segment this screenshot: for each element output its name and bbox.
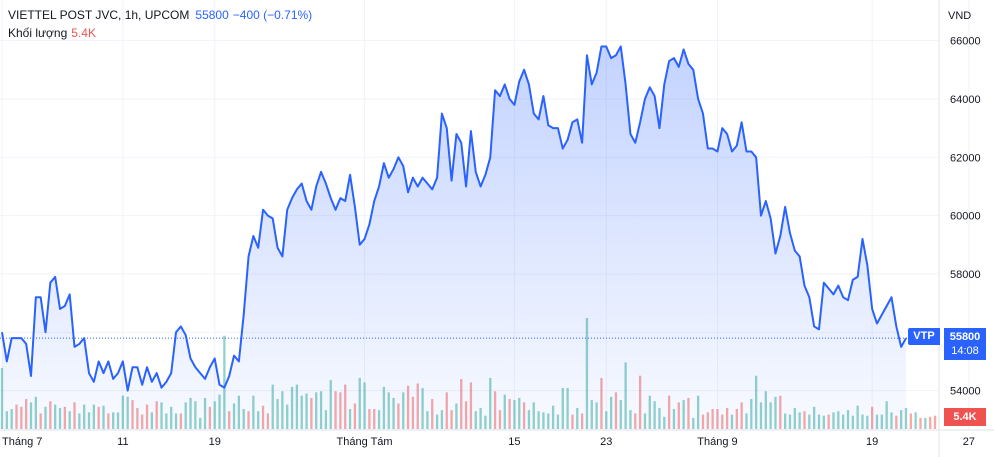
- symbol-title: VIETTEL POST JVC, 1h, UPCOM: [8, 8, 190, 22]
- price-area: [2, 46, 906, 431]
- volume-tag: 5.4K: [944, 408, 986, 426]
- y-tick-label: 58000: [950, 269, 981, 281]
- x-tick-label: Tháng 9: [697, 436, 737, 448]
- price-change: −400 (−0.71%): [232, 8, 313, 22]
- volume-label: Khối lượng: [8, 26, 68, 40]
- x-tick-label: 19: [866, 436, 878, 448]
- currency-label: VND: [948, 10, 971, 22]
- y-tick-label: 64000: [950, 94, 981, 106]
- price-line: [1, 45, 907, 392]
- y-tick-label: 54000: [950, 386, 981, 398]
- price-tag-value: 55800: [949, 331, 981, 343]
- price-tag: 55800 14:08: [944, 328, 986, 360]
- volume-bar: [909, 413, 912, 429]
- countdown: 14:08: [951, 345, 979, 357]
- last-price-value: 55800: [195, 8, 229, 22]
- x-axis: Tháng 7 11 19 Tháng Tám 15 23 Tháng 9 19 27: [2, 436, 975, 448]
- y-tick-label: 60000: [950, 211, 981, 223]
- volume-bar: [929, 416, 932, 429]
- volume-value: 5.4K: [71, 26, 96, 40]
- x-tick-label: 19: [209, 436, 221, 448]
- x-tick-label: 23: [600, 436, 612, 448]
- volume-bar: [223, 335, 226, 429]
- x-tick-label: Tháng 7: [2, 436, 42, 448]
- volume-bar: [0, 367, 4, 429]
- volume-bar: [914, 412, 917, 429]
- legend: VIETTEL POST JVC, 1h, UPCOM 55800 −400 (−0…: [8, 6, 312, 42]
- volume-bar: [933, 415, 937, 429]
- x-tick-label: Tháng Tám: [337, 436, 393, 448]
- x-tick-label: 27: [963, 436, 975, 448]
- x-tick-label: 15: [508, 436, 520, 448]
- x-tick-label: 11: [117, 436, 128, 448]
- volume-bar: [919, 417, 922, 429]
- y-tick-label: 62000: [950, 152, 981, 164]
- ticker-tag: VTP: [908, 328, 940, 345]
- y-tick-label: 66000: [950, 36, 981, 48]
- volume-bar: [924, 417, 927, 429]
